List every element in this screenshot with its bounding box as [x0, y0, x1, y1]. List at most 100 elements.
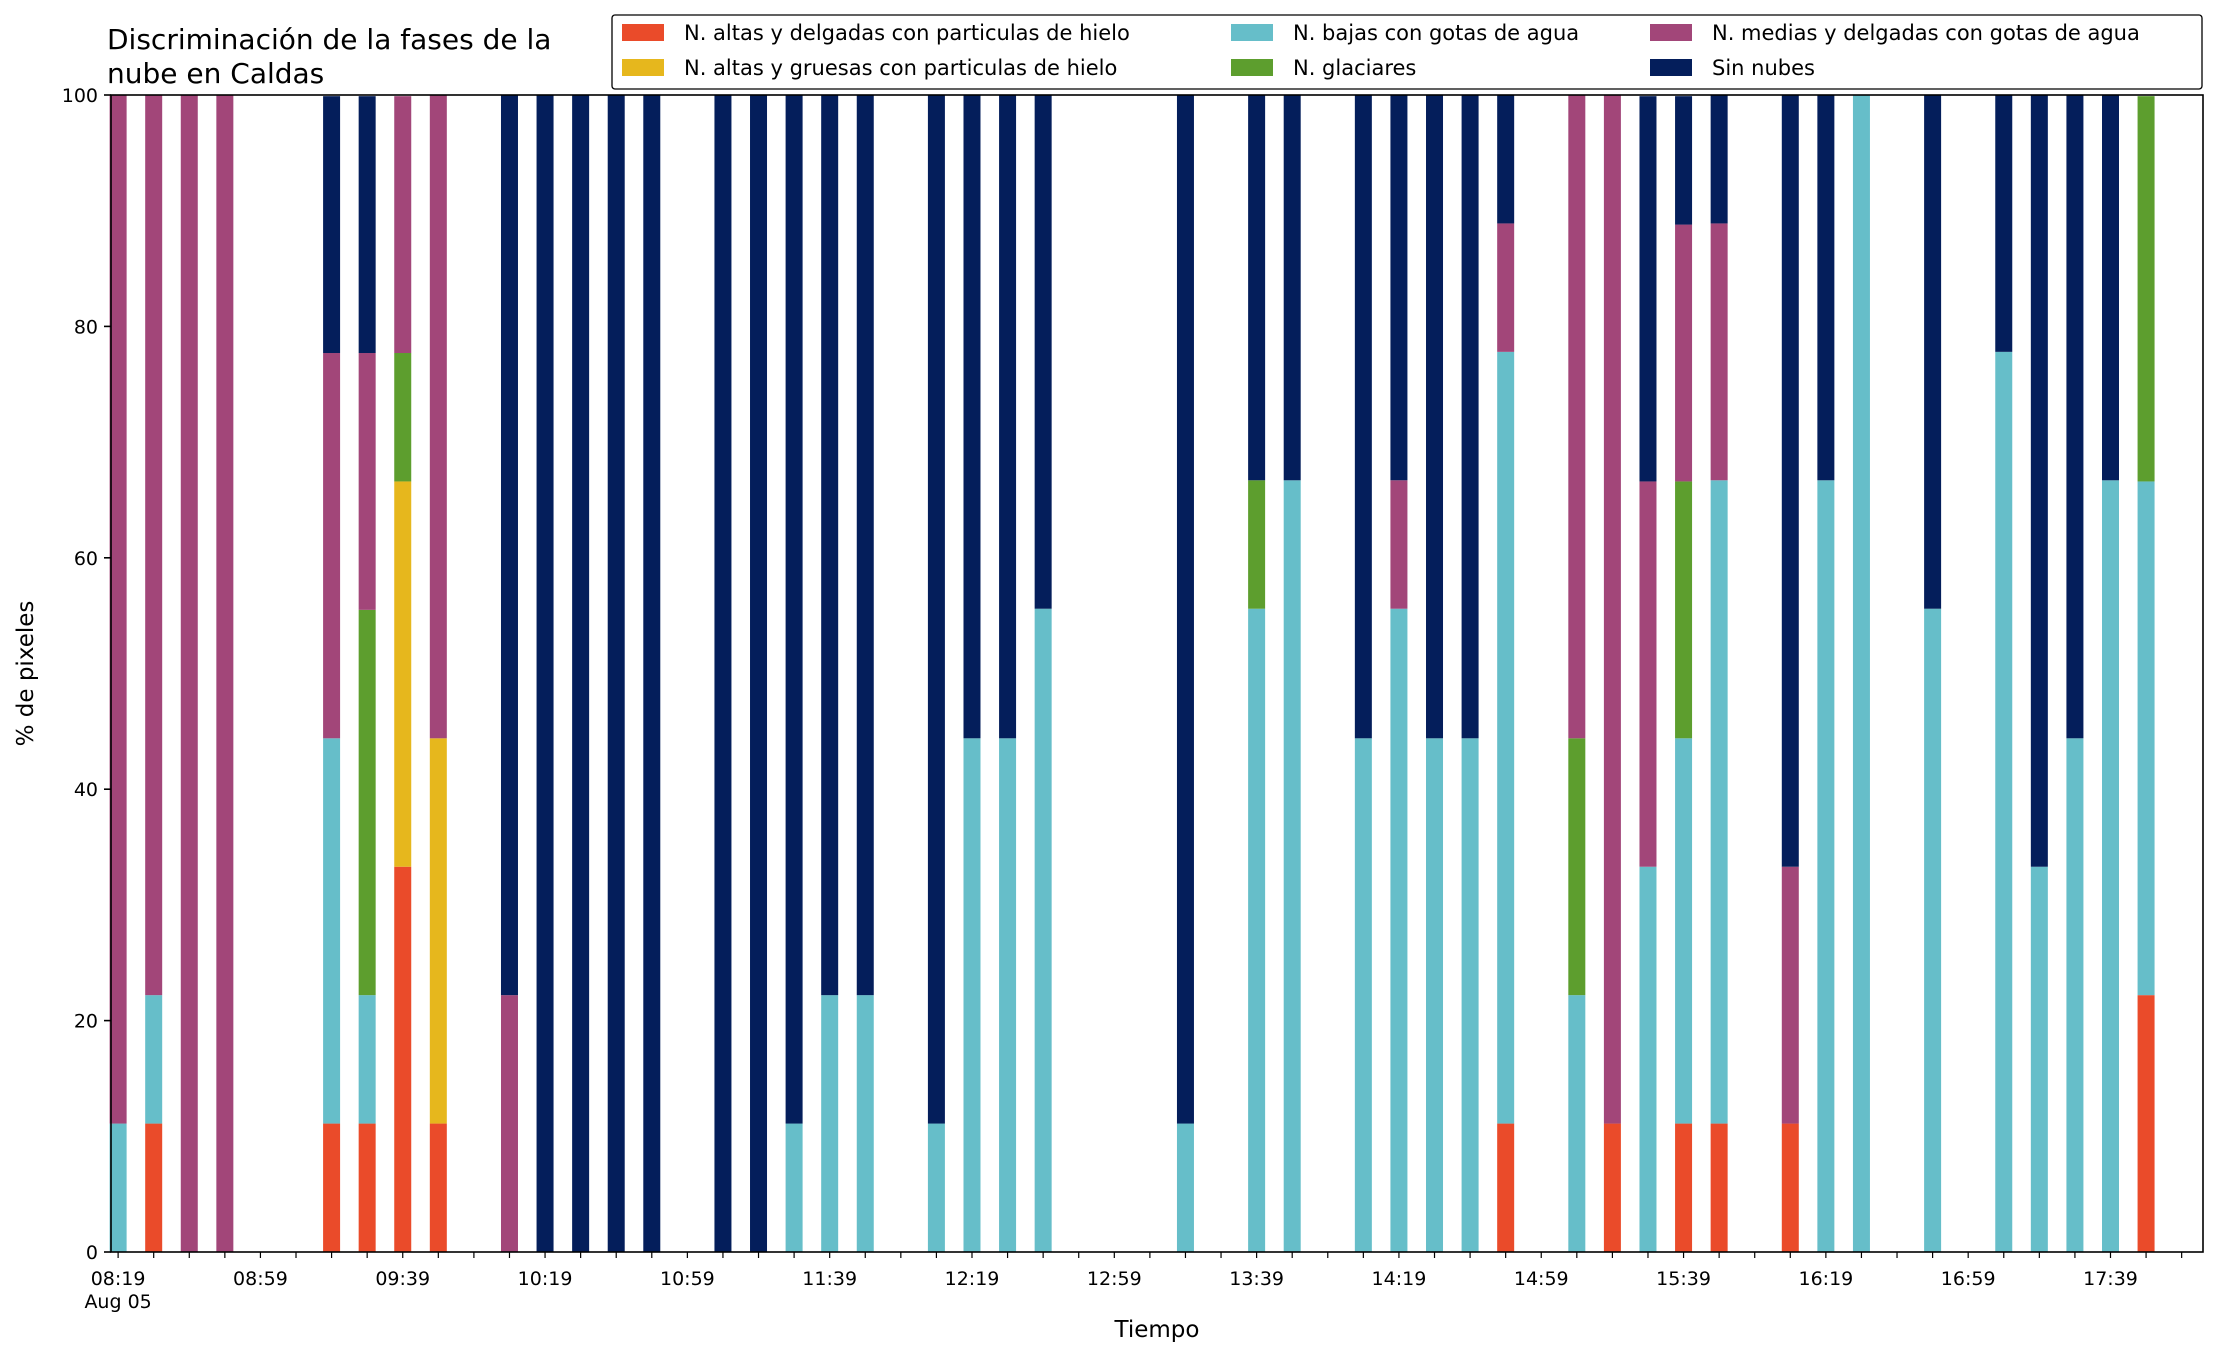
bar-segment-bajas_agua: [1176, 1123, 1194, 1252]
bar-segment-hielo_gruesas: [429, 738, 447, 1124]
bar-segment-sin_nubes: [572, 95, 590, 1252]
legend-swatch: [622, 24, 664, 41]
bar-segment-medias_agua: [1603, 95, 1621, 1124]
x-tick-label: 13:39: [1229, 1268, 1284, 1290]
bar-stack: [927, 95, 945, 1252]
bar-stack: [2102, 95, 2119, 1252]
bar-segment-sin_nubes: [856, 95, 874, 996]
bar-segment-sin_nubes: [536, 95, 554, 1252]
x-tick-label: 08:59: [233, 1268, 288, 1290]
legend-swatch: [1650, 59, 1692, 76]
bar-segment-sin_nubes: [607, 95, 625, 1252]
x-tick-label: 12:19: [945, 1268, 1000, 1290]
legend-label: N. altas y gruesas con particulas de hie…: [684, 56, 1117, 80]
bar-stack: [1710, 95, 1728, 1252]
bar-segment-bajas_agua: [856, 995, 874, 1252]
bar-segment-bajas_agua: [1426, 738, 1444, 1252]
bar-segment-sin_nubes: [1639, 96, 1657, 482]
bar-segment-sin_nubes: [1817, 95, 1835, 481]
bar-stack: [750, 95, 768, 1252]
bar-segment-bajas_agua: [1283, 480, 1301, 1252]
bar-segment-hielo_delgadas: [1710, 1123, 1728, 1252]
bar-segment-bajas_agua: [1034, 608, 1052, 1252]
bar-segment-bajas_agua: [1710, 480, 1728, 1124]
bar-segment-bajas_agua: [1390, 608, 1408, 1252]
bar-stack: [714, 95, 732, 1252]
bar-segment-glaciares: [1568, 738, 1586, 996]
bar-segment-hielo_delgadas: [323, 1123, 341, 1252]
y-tick-label: 60: [74, 548, 98, 570]
x-tick-label: 11:39: [802, 1268, 857, 1290]
bar-stack: [1995, 95, 2013, 1253]
y-axis-label: % de pixeles: [13, 601, 39, 747]
y-axis: 0 20 40 60 80 100: [62, 85, 111, 1264]
bar-segment-medias_agua: [429, 95, 447, 739]
bar-segment-bajas_agua: [785, 1123, 803, 1252]
bar-segment-glaciares: [358, 609, 376, 996]
bar-segment-sin_nubes: [500, 95, 518, 996]
bar-segment-sin_nubes: [1176, 95, 1194, 1124]
bar-segment-hielo_delgadas: [1497, 1123, 1515, 1252]
bar-segment-sin_nubes: [1781, 95, 1799, 867]
bar-stack: [1248, 95, 1266, 1252]
chart-title-line: Discriminación de la fases de la: [107, 23, 551, 56]
bar-stack: [323, 96, 341, 1252]
legend-box: [611, 14, 2203, 90]
y-tick-label: 40: [74, 779, 98, 801]
bar-segment-sin_nubes: [1354, 95, 1372, 739]
bar-segment-medias_agua: [500, 995, 518, 1252]
bar-segment-hielo_delgadas: [1603, 1123, 1621, 1252]
bar-stack: [2137, 96, 2155, 1252]
legend: N. altas y delgadas con particulas de hi…: [611, 14, 2203, 90]
bar-segment-bajas_agua: [2030, 866, 2048, 1252]
bar-segment-hielo_delgadas: [1781, 1123, 1799, 1252]
bar-segment-bajas_agua: [1568, 995, 1586, 1252]
x-tick-label: 10:19: [518, 1268, 573, 1290]
x-tick-label: 14:59: [1514, 1268, 1569, 1290]
bar-stack: [999, 95, 1017, 1252]
bar-segment-sin_nubes: [1461, 95, 1479, 739]
bar-stack: [1817, 95, 1835, 1252]
bar-segment-medias_agua: [323, 353, 341, 739]
bar-segment-medias_agua: [1639, 481, 1657, 867]
bar-stack: [607, 95, 625, 1252]
bar-segment-sin_nubes: [2066, 95, 2084, 739]
legend-swatch: [1231, 59, 1273, 76]
bar-stack: [1852, 95, 1870, 1252]
bar-segment-glaciares: [1675, 481, 1693, 739]
bar-segment-hielo_delgadas: [429, 1123, 447, 1252]
legend-item: N. glaciares: [1231, 56, 1416, 80]
x-tick-label: 17:39: [2083, 1268, 2138, 1290]
bar-segment-bajas_agua: [358, 995, 376, 1124]
bar-segment-bajas_agua: [1675, 738, 1693, 1124]
bar-segment-hielo_delgadas: [2137, 995, 2155, 1252]
bar-stack: [1675, 96, 1693, 1252]
bar-stack: [145, 95, 163, 1252]
bar-segment-sin_nubes: [2030, 95, 2048, 867]
bar-stack: [1283, 95, 1301, 1252]
bar-segment-bajas_agua: [109, 1123, 127, 1252]
bar-segment-bajas_agua: [1248, 608, 1266, 1252]
bar-segment-sin_nubes: [1248, 95, 1266, 481]
bar-segment-sin_nubes: [1675, 96, 1693, 225]
legend-label: N. glaciares: [1293, 56, 1416, 80]
bar-segment-bajas_agua: [1995, 351, 2013, 1253]
bar-segment-sin_nubes: [358, 96, 376, 354]
x-tick-label: 15:39: [1656, 1268, 1711, 1290]
bar-stack: [1390, 95, 1408, 1252]
bar-segment-medias_agua: [145, 95, 163, 996]
bar-segment-sin_nubes: [750, 95, 768, 1252]
bar-segment-medias_agua: [1781, 866, 1799, 1124]
bar-stack: [1639, 96, 1657, 1252]
bar-stack: [429, 95, 447, 1252]
bar-segment-bajas_agua: [927, 1123, 945, 1252]
bar-stack: [1781, 95, 1799, 1252]
bar-segment-bajas_agua: [1497, 351, 1515, 1124]
bar-segment-bajas_agua: [2137, 481, 2155, 996]
x-tick-label: 16:19: [1798, 1268, 1853, 1290]
legend-item: N. medias y delgadas con gotas de agua: [1650, 21, 2140, 45]
bar-stack: [2066, 95, 2084, 1252]
bar-segment-sin_nubes: [714, 95, 732, 1252]
bar-stack: [216, 95, 234, 1252]
